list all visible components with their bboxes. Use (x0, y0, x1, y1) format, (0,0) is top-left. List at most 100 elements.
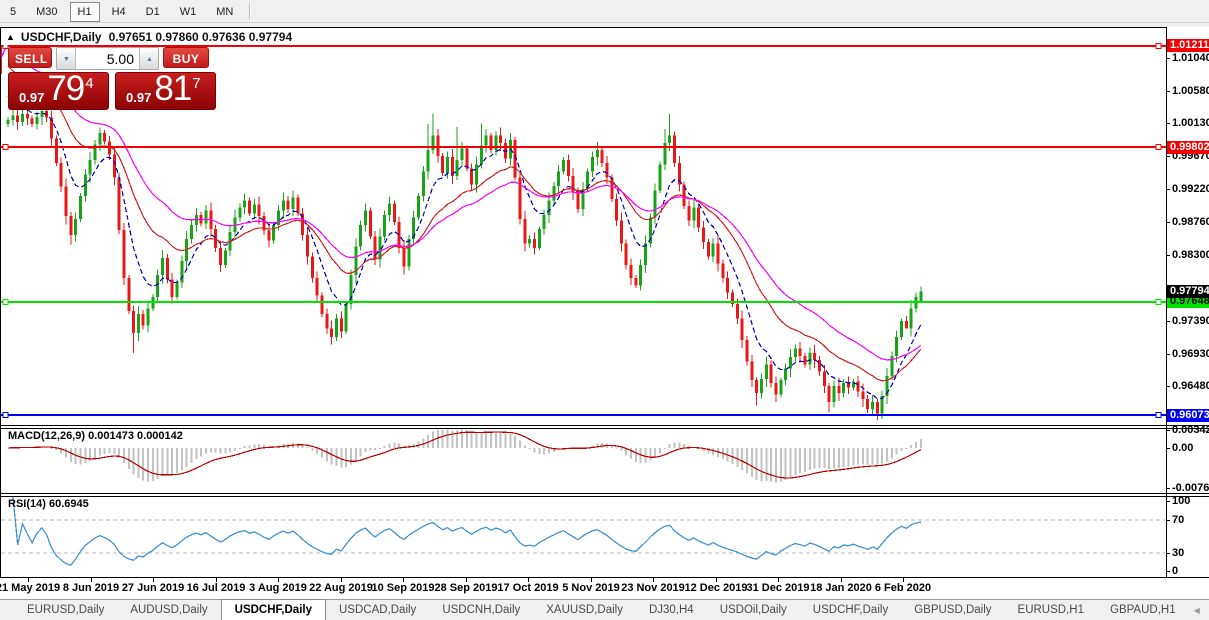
level-price-label: 0.96073 (1167, 409, 1209, 422)
volume-increase-icon[interactable]: ▲ (140, 48, 158, 69)
timeframe-button-5[interactable]: 5 (10, 6, 17, 18)
candle (98, 132, 102, 145)
macd-histogram-bar (480, 432, 483, 448)
chart-tab-dj30-h4[interactable]: DJ30,H4 (648, 604, 694, 616)
candle (658, 164, 662, 191)
macd-histogram-bar (620, 448, 623, 452)
macd-histogram-bar (127, 448, 130, 469)
level-line-handle[interactable] (1155, 144, 1162, 150)
macd-histogram-bar (180, 448, 183, 471)
level-line-handle[interactable] (2, 299, 9, 305)
candle (571, 175, 575, 192)
chart-tab-usdcnh-daily[interactable]: USDCNH,Daily (442, 604, 521, 616)
sell-price-tile[interactable]: 0.97 79 4 (8, 72, 109, 110)
level-line-handle[interactable] (1155, 412, 1162, 418)
sell-price-prefix: 0.97 (19, 90, 45, 105)
toolbar-separator (249, 3, 251, 19)
macd-histogram-bar (330, 448, 333, 465)
macd-histogram-bar (185, 448, 188, 467)
macd-histogram-bar (243, 446, 246, 448)
chart-tab-eurusd-h1[interactable]: EURUSD,H1 (1017, 604, 1084, 616)
chart-tab-usdoil-daily[interactable]: USDOil,Daily (719, 604, 787, 616)
tab-scroll-left-icon[interactable]: ◀ (1193, 605, 1200, 615)
date-tick-mark (216, 578, 217, 582)
timeframe-button-h1[interactable]: H1 (69, 2, 100, 22)
macd-histogram-bar (200, 448, 203, 457)
sell-button[interactable]: SELL (8, 47, 52, 68)
macd-histogram-bar (842, 448, 845, 468)
macd-histogram-bar (403, 445, 406, 448)
level-line-handle[interactable] (1155, 43, 1162, 49)
macd-histogram-bar (369, 448, 372, 451)
timeframe-toolbar: 5 M30 H1 H4 D1 W1 MN (0, 0, 1209, 23)
rsi-indicator-label: RSI(14) 60.6945 (8, 498, 89, 510)
macd-histogram-bar (514, 435, 517, 448)
candle (499, 135, 503, 143)
macd-histogram-bar (364, 448, 367, 453)
timeframe-button-w1[interactable]: W1 (179, 6, 197, 18)
price-tick-mark (1166, 222, 1170, 223)
chart-tab-xauusd-daily[interactable]: XAUUSD,Daily (546, 604, 623, 616)
level-line-handle[interactable] (2, 412, 9, 418)
buy-price-tile[interactable]: 0.97 81 7 (115, 72, 216, 110)
timeframe-button-d1[interactable]: D1 (145, 6, 160, 18)
candle (808, 352, 812, 365)
candle (634, 278, 638, 286)
macd-histogram-bar (461, 429, 464, 448)
price-scale[interactable]: 1.01040 1.00580 1.00130 0.99670 0.99220 0.987… (1166, 27, 1209, 578)
candle (296, 197, 300, 214)
date-tick-mark (591, 578, 592, 582)
price-tick-mark (1166, 123, 1170, 124)
macd-histogram-bar (325, 448, 328, 462)
rsi-scale-label: 0 (1172, 565, 1179, 577)
candle (238, 207, 242, 218)
buy-price-prefix: 0.97 (126, 90, 152, 105)
candle (615, 198, 619, 221)
rsi-separator-top[interactable] (0, 493, 1209, 494)
macd-histogram-bar (760, 448, 763, 482)
date-label: 5 Nov 2019 (562, 582, 620, 594)
volume-input[interactable] (75, 48, 140, 69)
macd-histogram-bar (441, 430, 444, 448)
chart-tab-gbpaud-h1[interactable]: GBPAUD,H1 (1110, 604, 1176, 616)
candle (895, 337, 899, 356)
level-line-handle[interactable] (1155, 299, 1162, 305)
macd-histogram-bar (803, 448, 806, 472)
timeframe-button-mn[interactable]: MN (216, 6, 234, 18)
candle (127, 278, 131, 312)
timeframe-button-h4[interactable]: H4 (111, 6, 126, 18)
chart-tab-audusd-daily[interactable]: AUDUSD,Daily (130, 604, 208, 616)
macd-histogram-bar (50, 447, 53, 449)
date-label: 3 Aug 2019 (249, 582, 307, 594)
candle (431, 135, 435, 151)
timeframe-button-m30[interactable]: M30 (36, 6, 58, 18)
chart-tab-gbpusd-daily[interactable]: GBPUSD,Daily (914, 604, 992, 616)
date-tick-mark (341, 578, 342, 582)
macd-histogram-bar (74, 448, 77, 465)
chart-tab-eurusd-daily[interactable]: EURUSD,Daily (27, 604, 105, 616)
volume-decrease-icon[interactable]: ▼ (57, 48, 75, 69)
macd-histogram-bar (910, 445, 913, 448)
price-tick-label: 1.01040 (1172, 52, 1209, 64)
macd-histogram-bar (388, 443, 391, 448)
candle (291, 197, 295, 210)
macd-histogram-bar (644, 448, 647, 463)
macd-histogram-bar (349, 448, 352, 465)
candle (78, 196, 82, 220)
candle (875, 401, 879, 414)
chart-tab-usdchf-daily[interactable]: USDCHF,Daily (812, 604, 889, 616)
macd-histogram-bar (905, 448, 908, 449)
candle (16, 115, 20, 122)
macd-histogram-bar (301, 444, 304, 448)
chart-tab-usdchf-daily[interactable]: USDCHF,Daily (220, 599, 326, 620)
macd-separator-top[interactable] (0, 425, 1209, 426)
macd-histogram-bar (234, 448, 237, 451)
candle (716, 243, 720, 264)
candle (653, 190, 657, 218)
chart-tab-usdcad-daily[interactable]: USDCAD,Daily (338, 604, 417, 616)
macd-histogram-bar (702, 448, 705, 452)
tab-scroll-right-icon[interactable]: ▶ (1205, 606, 1209, 615)
level-line-handle[interactable] (2, 144, 9, 150)
buy-button[interactable]: BUY (163, 47, 209, 68)
